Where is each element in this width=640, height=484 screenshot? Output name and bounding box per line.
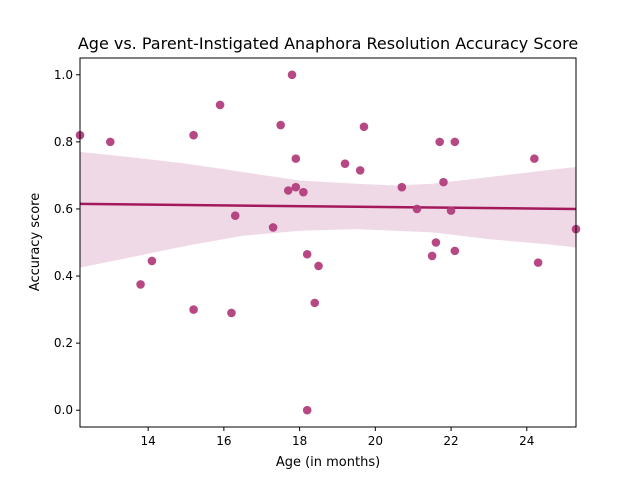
- y-tick-label: 0.2: [54, 336, 73, 350]
- data-point-28: [439, 177, 448, 187]
- x-tick-label: 14: [141, 434, 156, 448]
- data-point-33: [533, 258, 543, 267]
- chart-title: Age vs. Parent-Instigated Anaphora Resol…: [78, 34, 578, 53]
- x-axis-label: Age (in months): [276, 455, 380, 470]
- data-point-32: [530, 154, 539, 163]
- data-point-2: [136, 280, 145, 289]
- data-point-3: [147, 256, 157, 266]
- regression-line: [79, 202, 577, 211]
- data-point-19: [314, 261, 323, 271]
- data-point-11: [283, 186, 293, 195]
- data-point-6: [215, 100, 225, 110]
- x-tick-label: 22: [443, 434, 458, 448]
- data-point-18: [310, 298, 320, 308]
- data-point-13: [291, 154, 301, 163]
- data-point-20: [340, 159, 350, 168]
- x-tick-label: 24: [519, 434, 534, 448]
- y-tick-label: 0.8: [54, 135, 73, 149]
- y-tick-label: 0.4: [54, 269, 73, 283]
- x-tick-label: 20: [368, 434, 383, 448]
- x-axis: 14 16 18 20 22 24: [141, 427, 534, 448]
- data-point-17: [302, 405, 312, 415]
- y-tick-label: 0.0: [54, 403, 73, 417]
- x-tick-label: 18: [292, 434, 307, 448]
- data-point-29: [446, 206, 456, 215]
- data-point-16: [302, 249, 312, 259]
- data-point-24: [412, 204, 422, 214]
- data-point-1: [105, 137, 115, 147]
- data-point-23: [397, 182, 407, 192]
- data-point-15: [299, 187, 308, 197]
- data-point-31: [450, 246, 460, 256]
- data-point-14: [291, 182, 301, 192]
- data-point-10: [276, 120, 285, 130]
- data-point-30: [450, 137, 460, 147]
- y-axis-label: Accuracy score: [28, 193, 43, 291]
- x-tick-label: 16: [216, 434, 231, 448]
- data-point-8: [230, 211, 240, 220]
- data-point-7: [227, 308, 236, 318]
- y-tick-label: 1.0: [54, 68, 73, 82]
- data-point-22: [359, 122, 369, 132]
- data-point-26: [431, 238, 441, 247]
- data-point-9: [268, 223, 278, 232]
- confidence-band: [80, 151, 576, 268]
- data-point-25: [427, 251, 437, 261]
- data-point-5: [189, 305, 198, 314]
- plot-frame: [79, 57, 577, 428]
- data-point-21: [355, 166, 365, 175]
- y-axis: 0.0 0.2 0.4 0.6 0.8 1.0: [54, 68, 80, 417]
- plot-area: [75, 57, 581, 428]
- data-points: [75, 70, 581, 415]
- y-tick-label: 0.6: [54, 202, 73, 216]
- data-point-4: [189, 130, 198, 140]
- data-point-27: [435, 137, 444, 147]
- data-point-12: [287, 70, 297, 80]
